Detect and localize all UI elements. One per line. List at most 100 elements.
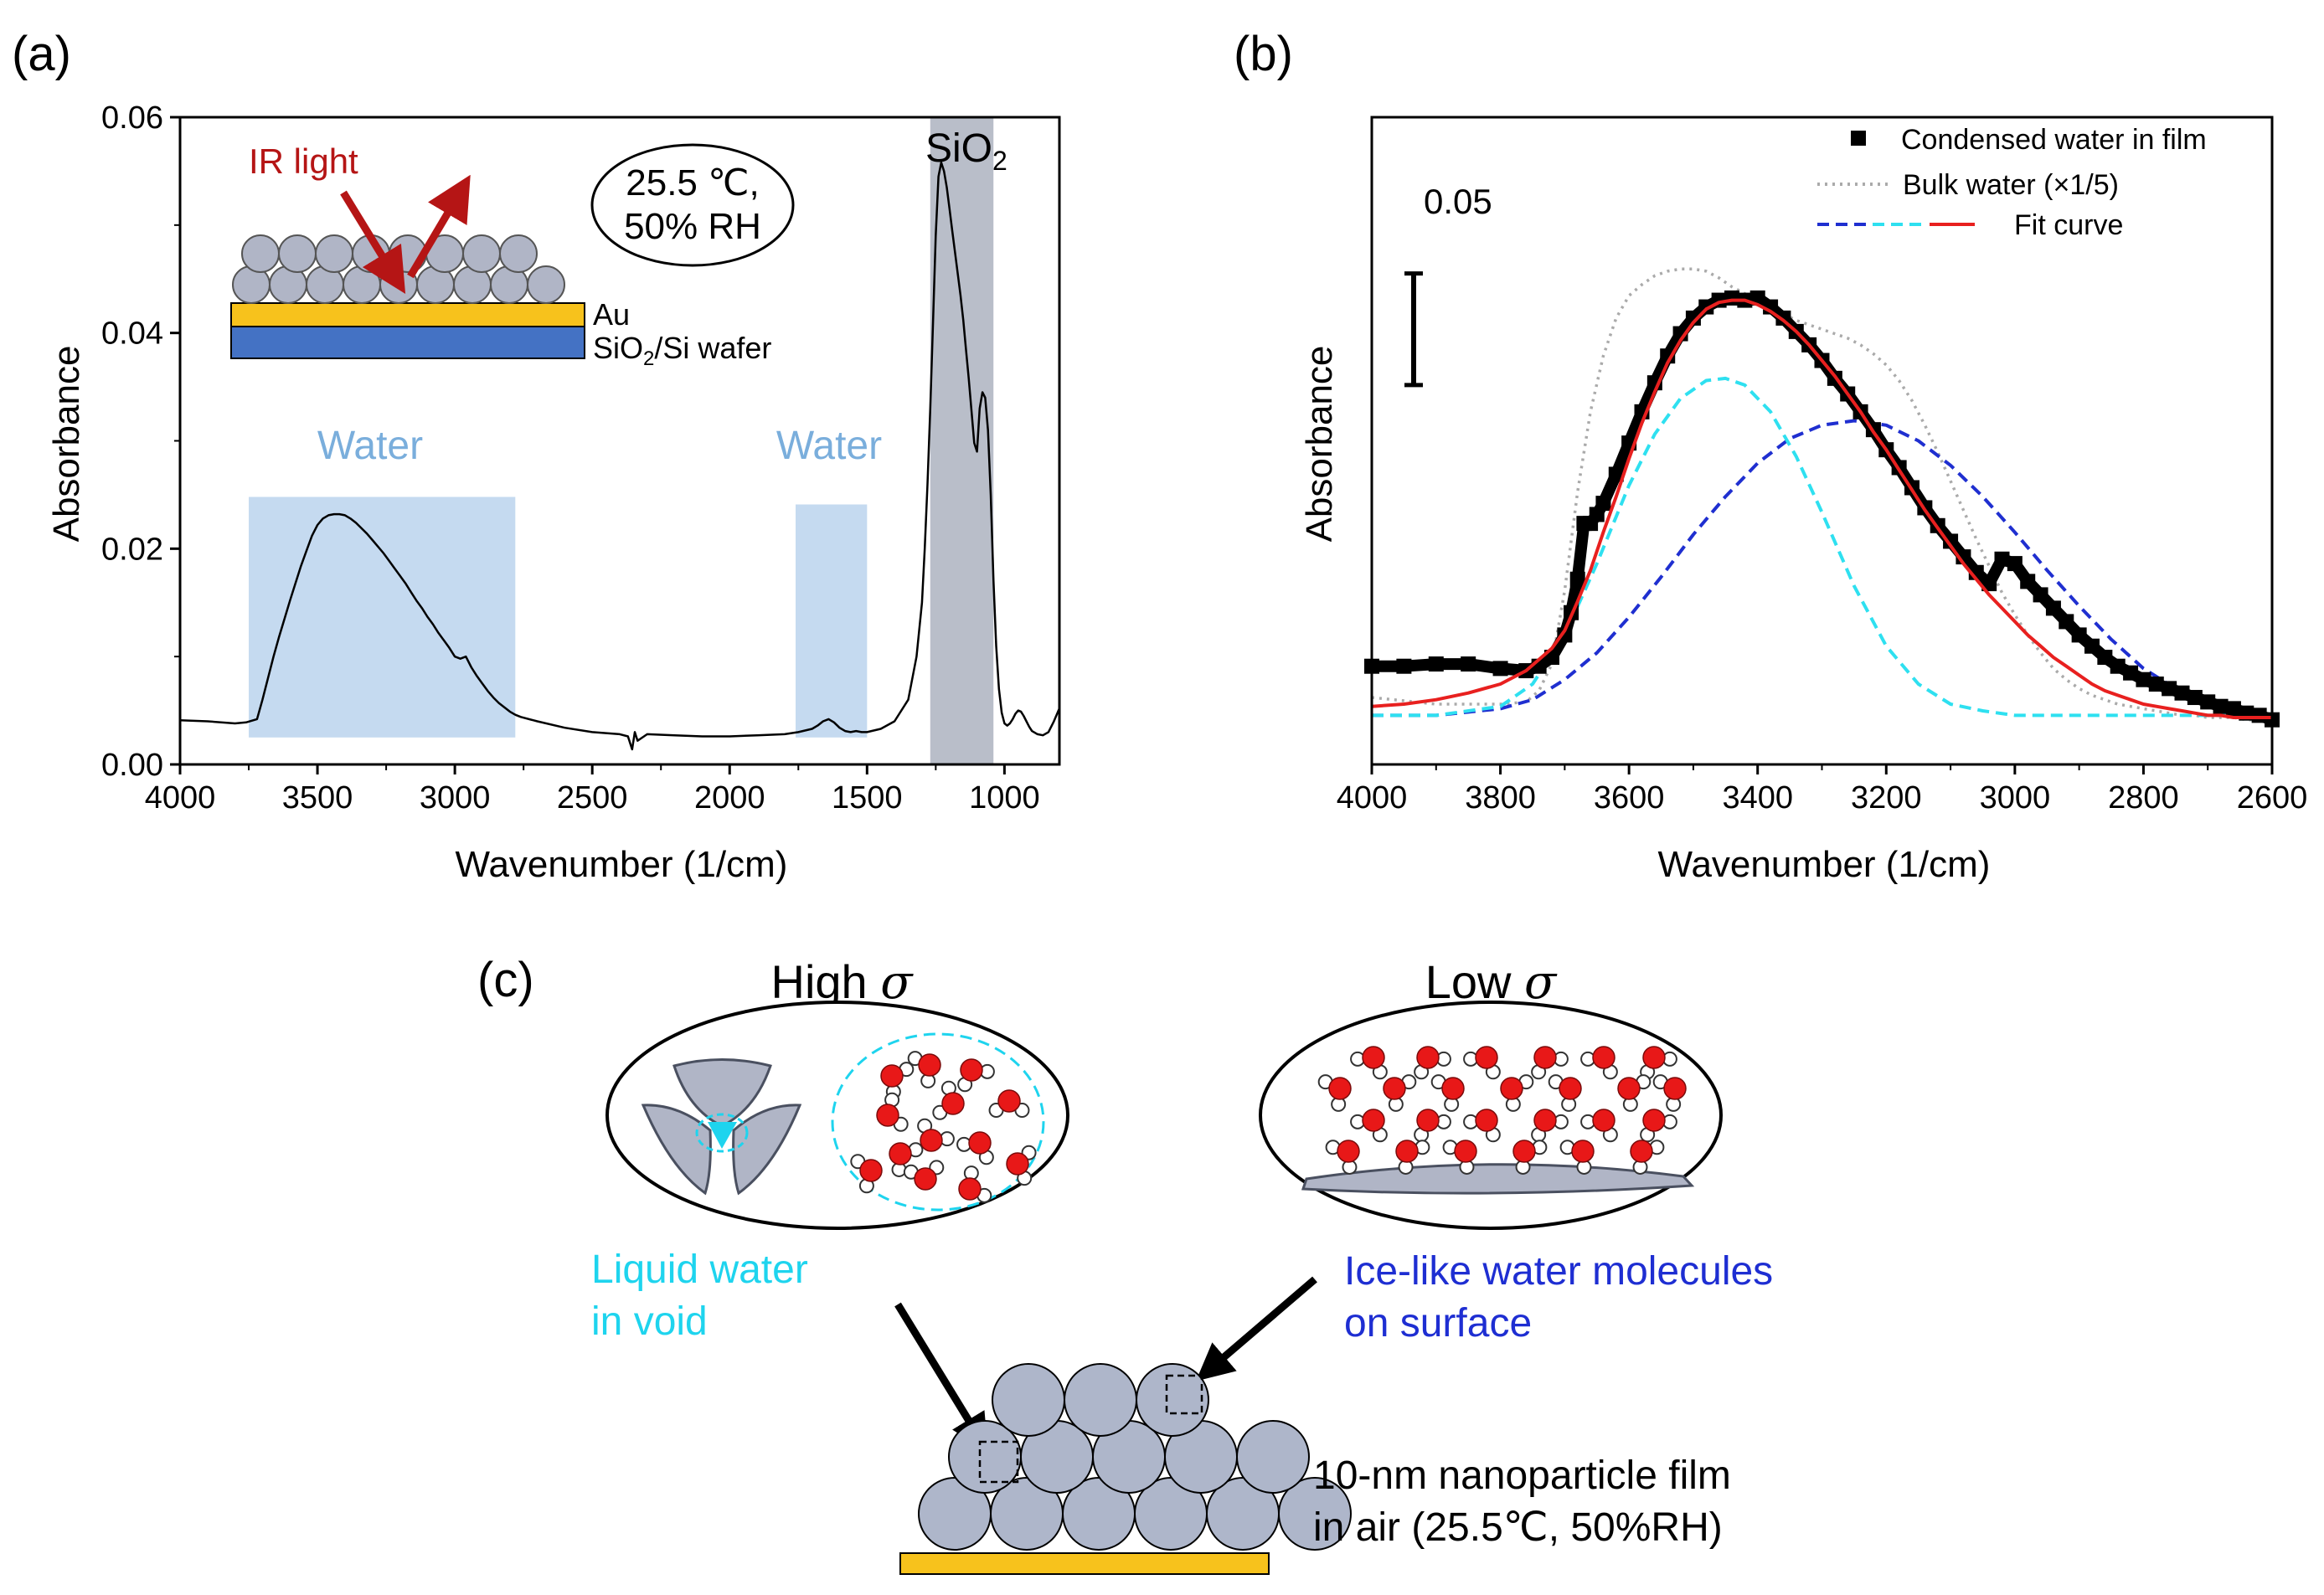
oxygen-atom (1454, 1140, 1477, 1163)
water-molecule (1580, 1109, 1618, 1143)
water-molecule (988, 1089, 1030, 1119)
oxygen-atom (880, 1064, 904, 1088)
data-point (2084, 638, 2100, 654)
x-tick-label: 4000 (1337, 780, 1408, 816)
legend-label-condensed: Condensed water in film (1901, 124, 2207, 156)
void-particle-top (672, 1058, 772, 1128)
void-particle-left (641, 1104, 712, 1196)
oxygen-atom (1337, 1140, 1360, 1163)
liquid-label-line2: in void (591, 1299, 708, 1344)
x-ticks: 4000 3500 3000 2500 2000 1500 1000 (145, 764, 1040, 816)
sio2-label: SiO2 (925, 126, 1007, 176)
water-molecule (1463, 1109, 1501, 1143)
oxygen-atom (1571, 1140, 1595, 1163)
water-molecule (1006, 1145, 1037, 1186)
water-molecule (903, 1160, 945, 1191)
film-substrate (899, 1552, 1270, 1575)
low-sigma-title: Low σ (1425, 955, 1558, 1010)
data-point (2187, 690, 2203, 706)
water-molecule (917, 1118, 955, 1152)
water-molecule (889, 1142, 924, 1177)
x-tick-label: 3600 (1594, 780, 1665, 816)
legend: Condensed water in film Bulk water (×1/5… (1817, 124, 2207, 241)
data-point (1492, 661, 1508, 677)
film-label-line1: 10-nm nanoparticle film (1313, 1454, 1731, 1498)
legend-label-bulk: Bulk water (×1/5) (1903, 169, 2119, 201)
data-point (1943, 533, 1959, 549)
oxygen-atom (1559, 1077, 1582, 1100)
ice-label-line1: Ice-like water molecules (1344, 1249, 1773, 1294)
inset-particles (232, 234, 565, 304)
surface-zoom-box (1165, 1374, 1203, 1415)
data-point (1428, 656, 1444, 672)
x-tick-label: 1000 (969, 780, 1040, 816)
panel-a-label: (a) (12, 27, 71, 81)
oxygen-atom (1416, 1109, 1440, 1132)
data-point (2213, 698, 2229, 714)
water-molecule (1548, 1074, 1582, 1112)
region-water-oh (249, 497, 516, 738)
region-sio2 (930, 117, 994, 764)
wafer-label: SiO2/Si wafer (593, 331, 771, 370)
condition-line2: 50% RH (624, 206, 761, 247)
oxygen-atom (968, 1131, 992, 1155)
x-tick-label: 3400 (1722, 780, 1793, 816)
nanoparticle (1236, 1420, 1310, 1494)
panel-c: (c) High σ Low σ Liquid water in void Ic… (477, 953, 1773, 1575)
water-molecule (1414, 1046, 1451, 1080)
x-tick-label: 3500 (282, 780, 353, 816)
panel-c-label: (c) (477, 953, 534, 1007)
water-molecule (1531, 1109, 1569, 1143)
inset-particle (278, 234, 317, 273)
water-molecule (1430, 1074, 1465, 1112)
oxygen-atom (1328, 1077, 1352, 1100)
water-molecule (932, 1080, 965, 1120)
series-spectrum (179, 161, 1061, 751)
liquid-water-molecules (850, 1051, 1037, 1203)
data-point (2020, 574, 2036, 589)
oxygen-atom (889, 1142, 912, 1165)
water-molecule (1317, 1074, 1352, 1112)
data-point (2174, 685, 2190, 701)
water-molecule (1652, 1074, 1687, 1112)
x-tick-label: 2000 (694, 780, 765, 816)
oxygen-atom (958, 1177, 982, 1201)
oxygen-atom (1642, 1109, 1666, 1132)
ice-pointer-arrow (1195, 1276, 1317, 1381)
data-point (1569, 571, 1585, 587)
data-point (2007, 556, 2023, 572)
data-point (2045, 600, 2061, 616)
plot-series (179, 161, 1061, 751)
oxygen-atom (941, 1092, 965, 1115)
nanoparticle (992, 1363, 1065, 1437)
oxygen-atom (1512, 1140, 1536, 1163)
water-molecule (880, 1062, 915, 1099)
water-molecule (1414, 1109, 1451, 1143)
plot-frame (1370, 116, 2274, 766)
water-molecule (850, 1154, 883, 1194)
data-point (2110, 658, 2126, 674)
void-particle-right (732, 1104, 802, 1196)
oxygen-atom (1416, 1046, 1440, 1069)
y-tick-label: 0.02 (101, 532, 163, 567)
data-point (2097, 650, 2113, 666)
water-molecule (1500, 1074, 1534, 1112)
oxygen-atom (918, 1053, 941, 1077)
data-point (1724, 290, 1739, 306)
void-water (708, 1122, 737, 1149)
x-tick-label: 2600 (2237, 780, 2308, 816)
ice-label-line2: on surface (1344, 1301, 1532, 1345)
inset-particle (499, 234, 538, 273)
water-molecule (1350, 1046, 1388, 1080)
water-oh-label: Water (317, 424, 423, 468)
au-layer (230, 302, 585, 327)
oxygen-atom (1663, 1077, 1687, 1100)
liquid-zoom-ellipse (831, 1032, 1045, 1212)
data-point (2059, 614, 2074, 630)
oxygen-atom (1630, 1140, 1653, 1163)
wafer-layer (230, 326, 585, 359)
x-axis-label: Wavenumber (1/cm) (1658, 844, 1991, 885)
oxygen-atom (914, 1167, 937, 1191)
legend-label-fit: Fit curve (2014, 209, 2123, 241)
